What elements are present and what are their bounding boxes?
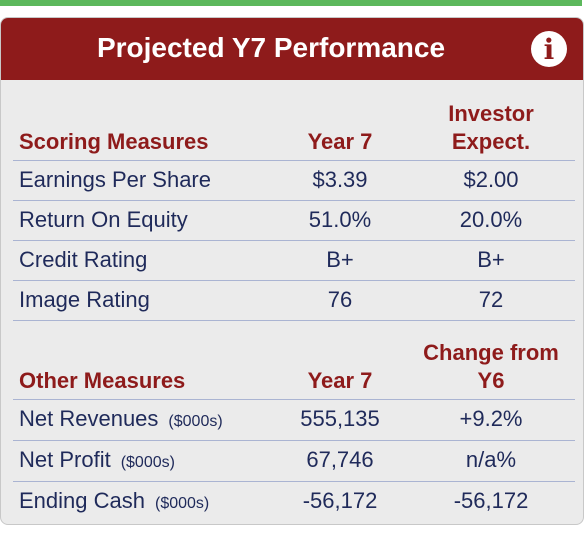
column-header: Change from xyxy=(423,340,559,365)
label-text: Return On Equity xyxy=(19,207,188,232)
column-header: Y6 xyxy=(477,368,505,393)
label-text: Credit Rating xyxy=(19,247,148,272)
row-value: 51.0% xyxy=(308,207,372,232)
column-header: Expect. xyxy=(451,129,531,154)
row-label: Return On Equity xyxy=(19,206,188,234)
row-value: n/a% xyxy=(465,447,517,472)
row-value: 20.0% xyxy=(459,207,523,232)
row-value: 555,135 xyxy=(300,406,380,431)
column-header: Other Measures xyxy=(19,368,186,393)
performance-panel: Projected Y7 Performance i Scoring Measu… xyxy=(0,17,584,525)
label-text: Net Profit xyxy=(19,447,111,472)
panel-title: Projected Y7 Performance xyxy=(96,32,446,63)
row-label: Credit Rating xyxy=(19,246,147,274)
row-label: Earnings Per Share xyxy=(19,166,211,194)
divider xyxy=(13,160,575,161)
divider xyxy=(13,320,575,321)
row-label: Net Revenues ($000s) xyxy=(19,405,223,436)
unit-text: ($000s) xyxy=(168,413,223,430)
column-header: Scoring Measures xyxy=(19,129,209,154)
divider xyxy=(13,200,575,201)
row-value: B+ xyxy=(326,247,354,272)
divider xyxy=(13,240,575,241)
row-label: Ending Cash ($000s) xyxy=(19,487,209,518)
row-label: Net Profit ($000s) xyxy=(19,446,175,477)
divider xyxy=(13,440,575,441)
divider xyxy=(13,399,575,400)
column-header: Year 7 xyxy=(307,368,373,393)
unit-text: ($000s) xyxy=(120,454,175,471)
row-value: +9.2% xyxy=(459,406,523,431)
label-text: Ending Cash xyxy=(19,488,145,513)
label-text: Net Revenues xyxy=(19,406,159,431)
divider xyxy=(13,280,575,281)
panel-header: Projected Y7 Performance i xyxy=(1,18,583,80)
info-icon[interactable]: i xyxy=(531,31,567,67)
row-value: -56,172 xyxy=(453,488,529,513)
top-strip xyxy=(0,0,582,6)
row-value: 67,746 xyxy=(306,447,374,472)
label-text: Image Rating xyxy=(19,287,150,312)
column-header: Year 7 xyxy=(307,129,373,154)
row-value: B+ xyxy=(477,247,505,272)
row-value: 76 xyxy=(327,287,353,312)
column-header: Investor xyxy=(448,101,534,126)
row-value: $2.00 xyxy=(463,167,519,192)
divider xyxy=(13,481,575,482)
row-value: -56,172 xyxy=(302,488,378,513)
label-text: Earnings Per Share xyxy=(19,167,211,192)
unit-text: ($000s) xyxy=(154,495,210,512)
row-value: $3.39 xyxy=(312,167,368,192)
row-value: 72 xyxy=(478,287,504,312)
row-label: Image Rating xyxy=(19,286,150,314)
